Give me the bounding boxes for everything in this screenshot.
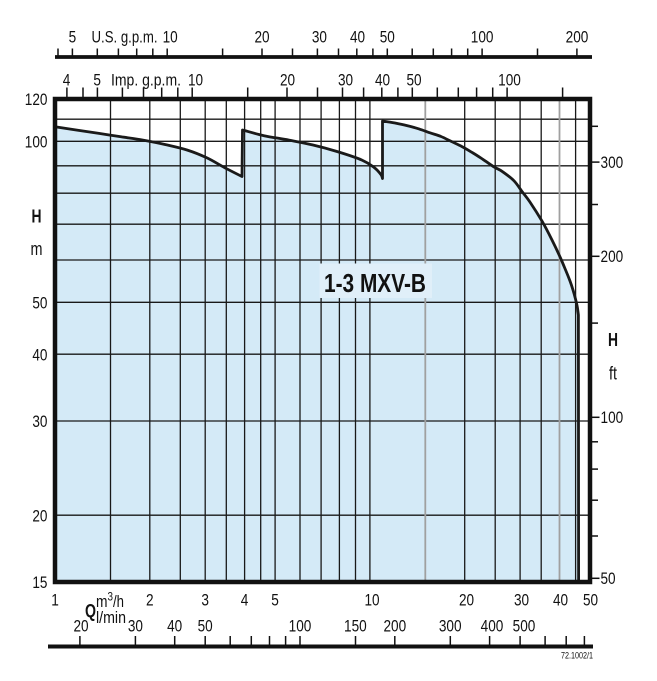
svg-text:30: 30 [514, 591, 529, 610]
svg-text:300: 300 [601, 153, 624, 172]
svg-text:4: 4 [241, 591, 249, 610]
svg-text:10: 10 [364, 591, 379, 610]
svg-text:50: 50 [601, 569, 616, 588]
svg-text:100: 100 [25, 133, 48, 152]
svg-text:40: 40 [375, 71, 390, 90]
svg-text:72.1002/1: 72.1002/1 [561, 651, 593, 661]
svg-text:20: 20 [32, 506, 47, 525]
svg-text:100: 100 [471, 28, 494, 47]
svg-text:5: 5 [271, 591, 279, 610]
svg-text:200: 200 [566, 28, 589, 47]
svg-text:30: 30 [338, 71, 353, 90]
svg-text:20: 20 [459, 591, 474, 610]
svg-text:400: 400 [481, 617, 504, 636]
svg-text:/h: /h [113, 592, 124, 611]
svg-text:120: 120 [25, 90, 48, 109]
svg-text:Imp. g.p.m.: Imp. g.p.m. [111, 71, 181, 90]
svg-text:300: 300 [439, 617, 462, 636]
svg-text:200: 200 [383, 617, 406, 636]
svg-text:ft: ft [609, 364, 617, 384]
svg-text:m: m [31, 239, 43, 259]
svg-text:200: 200 [601, 247, 624, 266]
svg-text:40: 40 [32, 345, 47, 364]
svg-text:10: 10 [188, 71, 203, 90]
svg-text:50: 50 [406, 71, 421, 90]
svg-text:3: 3 [201, 591, 209, 610]
svg-text:20: 20 [254, 28, 269, 47]
svg-text:50: 50 [32, 294, 47, 313]
svg-text:30: 30 [32, 412, 47, 431]
svg-text:H: H [32, 207, 42, 227]
svg-text:100: 100 [601, 408, 624, 427]
svg-text:5: 5 [93, 71, 101, 90]
svg-text:40: 40 [350, 28, 365, 47]
svg-text:U.S. g.p.m.: U.S. g.p.m. [92, 28, 158, 47]
svg-text:40: 40 [167, 617, 182, 636]
svg-text:4: 4 [63, 71, 71, 90]
svg-text:50: 50 [198, 617, 213, 636]
svg-text:3: 3 [108, 590, 114, 604]
svg-text:1: 1 [51, 591, 59, 610]
svg-text:Q: Q [85, 601, 96, 621]
svg-text:50: 50 [583, 591, 598, 610]
svg-text:30: 30 [312, 28, 327, 47]
svg-text:l/min: l/min [96, 608, 126, 627]
svg-text:20: 20 [280, 71, 295, 90]
svg-text:5: 5 [69, 28, 77, 47]
svg-text:40: 40 [553, 591, 568, 610]
svg-text:m: m [96, 592, 108, 611]
svg-text:50: 50 [380, 28, 395, 47]
svg-text:150: 150 [344, 617, 367, 636]
svg-text:20: 20 [73, 617, 88, 636]
svg-text:H: H [608, 330, 618, 350]
svg-text:2: 2 [146, 591, 154, 610]
svg-text:10: 10 [163, 28, 178, 47]
svg-text:100: 100 [289, 617, 312, 636]
svg-text:100: 100 [498, 71, 521, 90]
svg-text:15: 15 [32, 573, 47, 592]
svg-text:1-3 MXV-B: 1-3 MXV-B [324, 268, 426, 298]
svg-text:500: 500 [513, 617, 536, 636]
svg-text:30: 30 [128, 617, 143, 636]
